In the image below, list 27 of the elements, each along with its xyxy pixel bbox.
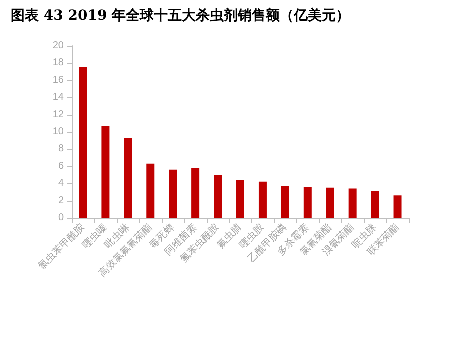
- bar: [192, 168, 200, 218]
- bar: [281, 186, 290, 218]
- bar: [169, 170, 178, 218]
- y-tick-label: 18: [52, 58, 64, 69]
- bar: [304, 187, 312, 218]
- y-tick-label: 12: [52, 109, 64, 120]
- y-tick-label: 16: [52, 74, 64, 86]
- y-tick-label: 14: [52, 92, 64, 104]
- bar: [348, 188, 357, 218]
- bar: [394, 196, 402, 218]
- bar: [124, 138, 132, 218]
- y-tick-label: 8: [58, 144, 64, 155]
- bar: [236, 180, 244, 218]
- bar: [214, 175, 222, 218]
- bar: [258, 182, 267, 218]
- bar: [102, 126, 110, 218]
- bar: [326, 188, 334, 218]
- bar: [371, 191, 380, 218]
- bar: [79, 68, 88, 218]
- y-tick-label: 6: [58, 160, 64, 172]
- bar: [146, 164, 155, 218]
- chart-title: 图表 43 2019 年全球十五大杀虫剂销售额（亿美元）: [11, 7, 350, 24]
- y-tick-label: 2: [58, 195, 64, 206]
- y-tick-label: 0: [58, 212, 64, 224]
- y-tick-label: 20: [52, 40, 64, 52]
- y-tick-label: 4: [58, 178, 64, 190]
- y-tick-label: 10: [52, 126, 64, 138]
